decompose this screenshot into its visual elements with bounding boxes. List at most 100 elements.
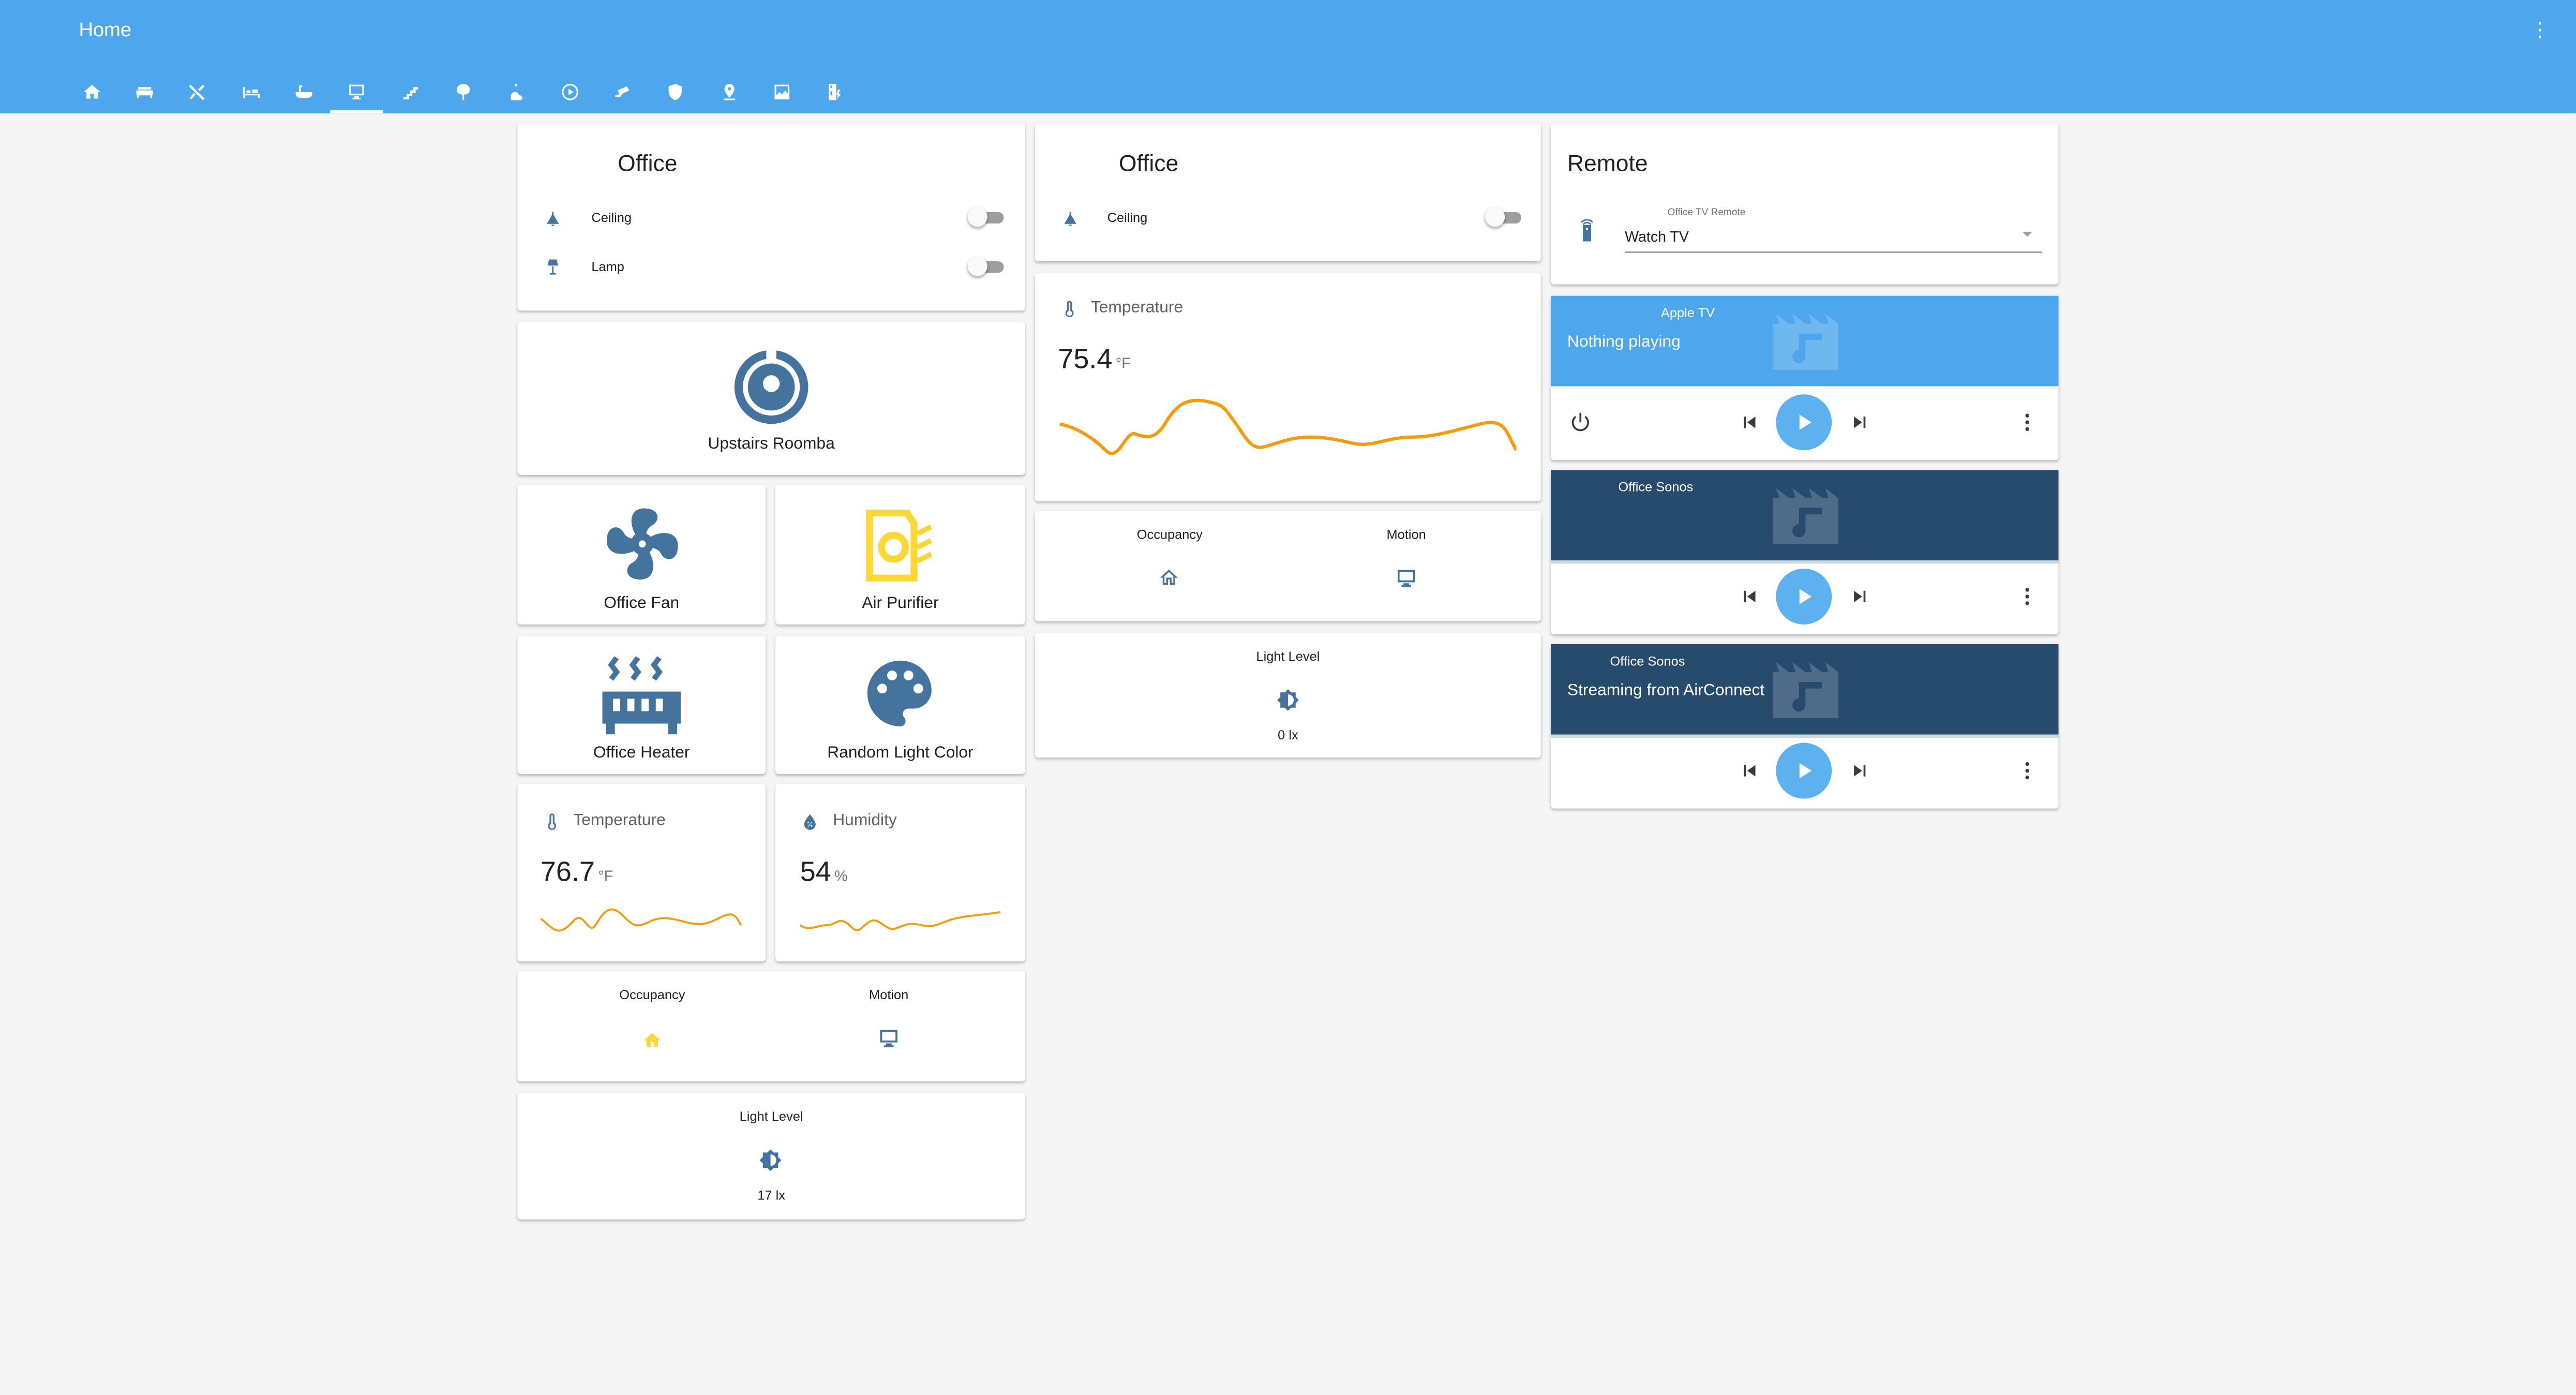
media-info: Apple TV Nothing playing	[1551, 295, 2059, 387]
media-state: Nothing playing	[1567, 333, 1681, 352]
play-button[interactable]	[1776, 743, 1832, 799]
movie-music-icon	[1772, 314, 1838, 370]
light-level-value: 0 lx	[1278, 728, 1298, 743]
stairs-icon[interactable]	[384, 69, 437, 113]
bed-icon[interactable]	[225, 69, 278, 113]
office-fan-card[interactable]: Office Fan	[517, 484, 766, 625]
skip-previous-icon[interactable]	[1738, 585, 1761, 608]
play-circle-icon[interactable]	[544, 69, 596, 113]
sensor-name: Temperature	[573, 811, 666, 830]
robot-vacuum-icon	[731, 347, 812, 427]
entity-name[interactable]: Ceiling	[1107, 210, 1148, 226]
lamp-icon[interactable]	[544, 256, 562, 277]
map-marker-icon[interactable]	[703, 69, 756, 113]
light-level-value: 17 lx	[757, 1188, 785, 1203]
thermometer-icon	[542, 810, 562, 833]
progress-bar	[1551, 734, 2059, 738]
lamp-toggle[interactable]	[967, 256, 1004, 276]
ceiling-light-icon[interactable]	[544, 207, 562, 227]
more-vertical-icon[interactable]	[2016, 759, 2039, 782]
home-icon[interactable]	[642, 1029, 662, 1048]
office-heater-card[interactable]: Office Heater	[517, 636, 766, 774]
button-label: Office Fan	[604, 595, 680, 613]
fan-icon	[600, 501, 685, 587]
skip-next-icon[interactable]	[1848, 759, 1871, 782]
utensils-icon[interactable]	[171, 69, 223, 113]
temperature-sensor-card[interactable]: Temperature 76.7 °F	[517, 783, 766, 961]
temperature-graph	[1059, 398, 1517, 455]
palette-icon	[861, 654, 939, 733]
sensor-value: 54%	[800, 856, 848, 888]
card-title: Office	[618, 150, 678, 176]
media-player-card: Office Sonos Streaming from AirConnect	[1551, 644, 2059, 809]
more-vertical-icon[interactable]	[2016, 411, 2039, 434]
desktop-icon[interactable]	[877, 1027, 900, 1050]
image-icon[interactable]	[756, 69, 808, 113]
roomba-button-card[interactable]: Upstairs Roomba	[517, 322, 1025, 475]
button-label: Office Heater	[593, 744, 690, 763]
fridge-icon[interactable]	[808, 69, 861, 113]
chevron-down-icon[interactable]	[2022, 231, 2032, 237]
office-lights-card: Office Ceiling Lamp	[517, 123, 1025, 311]
ceiling-light-icon[interactable]	[1061, 207, 1080, 227]
sensor-value: 75.4 °F	[1058, 343, 1131, 375]
humidity-sensor-card[interactable]: Humidity 54%	[775, 783, 1025, 961]
movie-music-icon	[1772, 662, 1838, 718]
skip-previous-icon[interactable]	[1738, 411, 1761, 434]
card-title: Office	[1118, 150, 1179, 176]
desktop-icon[interactable]	[330, 69, 383, 114]
tree-icon[interactable]	[437, 69, 490, 113]
play-button[interactable]	[1776, 394, 1832, 451]
remote-card: Remote Office TV Remote Watch TV	[1551, 123, 2059, 285]
movie-music-icon	[1772, 488, 1838, 544]
media-state: Streaming from AirConnect	[1567, 682, 1765, 700]
skip-previous-icon[interactable]	[1738, 759, 1761, 782]
air-purifier-icon	[859, 506, 941, 588]
select-underline	[1625, 251, 2042, 254]
media-source: Office Sonos	[1610, 654, 1685, 669]
brightness-icon[interactable]	[1277, 689, 1299, 711]
light-level-card: Light Level 17 lx	[517, 1093, 1025, 1220]
remote-icon	[1579, 217, 1595, 243]
home-icon[interactable]	[66, 69, 118, 113]
power-icon[interactable]	[1569, 411, 1592, 434]
page-title: Home	[79, 18, 132, 41]
more-vertical-icon[interactable]: ⋮	[2530, 18, 2550, 41]
select-label: Office TV Remote	[1667, 209, 1746, 219]
light-level-label: Light Level	[739, 1109, 803, 1124]
button-label: Air Purifier	[862, 595, 939, 613]
media-player-card: Office Sonos	[1551, 470, 2059, 634]
entity-name[interactable]: Ceiling	[591, 210, 632, 226]
water-percent-icon	[800, 810, 820, 833]
temperature-sensor-card[interactable]: Temperature 75.4 °F	[1035, 273, 1541, 501]
entity-name[interactable]: Lamp	[591, 259, 624, 275]
shield-icon[interactable]	[649, 69, 702, 113]
humidity-graph	[800, 911, 1001, 931]
button-label: Random Light Color	[827, 744, 974, 763]
ceiling-toggle[interactable]	[967, 207, 1004, 227]
random-light-color-card[interactable]: Random Light Color	[775, 636, 1025, 774]
sensor-name: Humidity	[833, 811, 897, 830]
occupancy-motion-card: Occupancy Motion	[1035, 511, 1541, 621]
home-outline-icon[interactable]	[1158, 567, 1179, 588]
cctv-icon[interactable]	[596, 69, 649, 113]
button-label: Upstairs Roomba	[708, 435, 835, 454]
app-header: Home ⋮	[0, 0, 2576, 114]
weather-icon[interactable]	[489, 69, 542, 113]
desktop-icon[interactable]	[1395, 567, 1417, 590]
more-vertical-icon[interactable]	[2016, 585, 2039, 608]
brightness-icon[interactable]	[759, 1149, 782, 1171]
bathtub-icon[interactable]	[278, 69, 331, 113]
play-button[interactable]	[1776, 568, 1832, 625]
activity-select[interactable]: Watch TV	[1625, 228, 1689, 245]
radiator-icon	[598, 652, 685, 738]
temperature-graph	[540, 908, 742, 932]
media-info: Office Sonos	[1551, 470, 2059, 561]
skip-next-icon[interactable]	[1848, 411, 1871, 434]
sofa-icon[interactable]	[118, 69, 171, 113]
motion-label: Motion	[1386, 527, 1426, 543]
ceiling-toggle[interactable]	[1485, 207, 1521, 227]
skip-next-icon[interactable]	[1848, 585, 1871, 608]
air-purifier-card[interactable]: Air Purifier	[775, 484, 1025, 625]
light-level-label: Light Level	[1256, 649, 1320, 664]
